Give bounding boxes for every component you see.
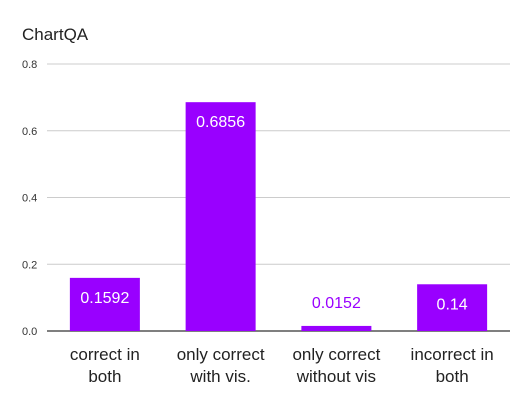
category-labels: correct in both only correct with vis. only … — [70, 345, 494, 386]
data-label: 0.6856 — [196, 114, 245, 131]
bar — [69, 277, 140, 331]
data-label: 0.0152 — [312, 295, 361, 312]
y-tick-label: 0.6 — [22, 126, 37, 138]
category-label: incorrect in both — [411, 345, 494, 386]
data-labels: 0.1592 0.6856 0.0152 0.14 — [80, 114, 467, 313]
category-label: correct in both — [70, 345, 140, 386]
bar — [185, 102, 256, 331]
category-label: only correct with vis. — [177, 345, 265, 386]
y-tick-label: 0.4 — [22, 193, 37, 205]
y-tick-label: 0.2 — [22, 259, 37, 271]
category-label: only correct without vis — [292, 345, 380, 386]
y-tick-label: 0.0 — [22, 326, 37, 338]
data-label: 0.14 — [437, 296, 468, 313]
y-tick-label: 0.8 — [22, 59, 37, 71]
bar — [301, 325, 372, 331]
bar — [417, 284, 488, 331]
bars — [69, 102, 488, 331]
data-label: 0.1592 — [80, 290, 129, 307]
chart-title: ChartQA — [22, 25, 89, 44]
y-tick-labels: 0.0 0.2 0.4 0.6 0.8 — [22, 59, 37, 338]
